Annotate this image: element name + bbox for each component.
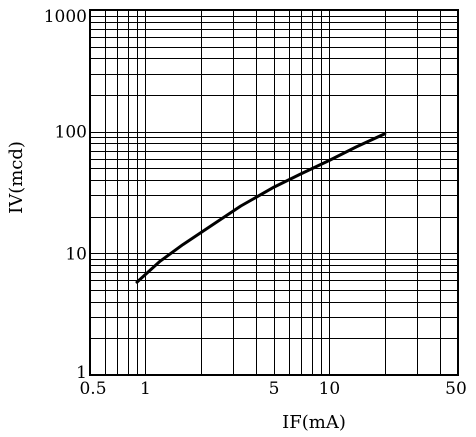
y-axis-label: IV(mcd) xyxy=(6,141,27,214)
series-group xyxy=(135,132,387,284)
x-tick-label: 1 xyxy=(140,379,151,399)
y-tick-label: 1000 xyxy=(44,7,87,27)
x-axis-label: IF(mA) xyxy=(282,412,346,433)
x-tick-label: 50 xyxy=(445,379,467,399)
series-line xyxy=(135,132,387,284)
grid xyxy=(90,10,458,375)
y-tick-label: 100 xyxy=(55,123,87,143)
y-tick-label: 10 xyxy=(65,244,87,264)
x-tick-label: 0.5 xyxy=(79,379,106,399)
plot-frame xyxy=(89,9,459,376)
y-tick-label: 1 xyxy=(76,363,87,383)
x-tick-label: 10 xyxy=(319,379,341,399)
x-tick-label: 5 xyxy=(269,379,280,399)
